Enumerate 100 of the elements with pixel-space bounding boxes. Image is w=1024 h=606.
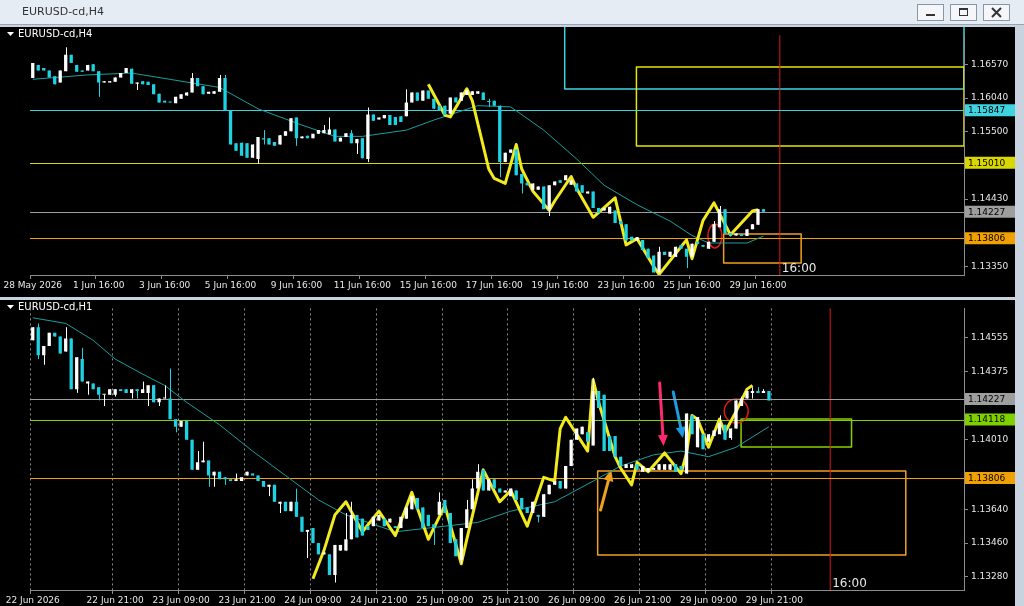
candlestick <box>322 124 326 134</box>
candlestick <box>756 386 760 394</box>
x-tick-label: 22 Jun 21:00 <box>86 594 145 605</box>
candlestick <box>179 93 183 100</box>
candlestick <box>481 469 485 491</box>
annotation: 16:00 <box>832 576 867 590</box>
candlestick <box>393 116 398 126</box>
chart-title: EURUSD-cd,H1 <box>18 301 93 312</box>
y-tick-label: 1.16040 <box>971 92 1009 103</box>
candlestick <box>454 97 458 104</box>
candlestick <box>443 105 447 116</box>
candlestick <box>679 244 683 250</box>
candlestick <box>651 255 656 273</box>
candlestick <box>635 463 639 471</box>
x-tick-label: 1 Jun 16:00 <box>72 279 125 290</box>
candlestick <box>157 93 161 104</box>
y-tick-label: 1.14430 <box>971 193 1009 204</box>
candlestick <box>190 439 194 471</box>
candlestick <box>613 435 617 458</box>
candlestick <box>756 208 760 226</box>
candlestick <box>267 484 271 497</box>
x-tick-label: 25 Jun 21:00 <box>482 594 540 605</box>
candlestick <box>300 516 304 533</box>
annotation: 16:00 <box>781 261 817 275</box>
candlestick <box>173 96 178 104</box>
candlestick <box>712 220 716 243</box>
candlestick <box>212 90 216 95</box>
x-tick-label: 22 Jun 2026 <box>5 594 61 605</box>
x-tick-label: 15 Jun 16:00 <box>399 279 458 290</box>
candlestick <box>355 514 359 538</box>
candlestick <box>311 527 315 544</box>
candlestick <box>690 243 694 258</box>
candlestick <box>712 429 716 437</box>
candlestick <box>701 244 705 248</box>
x-tick-label: 28 May 2026 <box>3 279 63 290</box>
y-tick-label: 1.16570 <box>971 59 1009 70</box>
candlestick <box>745 228 749 237</box>
candlestick <box>256 474 260 482</box>
candlestick <box>410 91 414 104</box>
x-tick-label: 23 Jun 21:00 <box>218 594 276 605</box>
candlestick <box>135 388 139 400</box>
x-tick-label: 5 Jun 16:00 <box>204 279 257 290</box>
y-tick-label: 1.13640 <box>971 503 1009 514</box>
candlestick <box>223 476 227 486</box>
candlestick <box>58 70 62 83</box>
candlestick <box>503 152 507 163</box>
chart-title: EURUSD-cd,H4 <box>22 5 104 18</box>
y-tick-label: 1.14555 <box>971 331 1009 342</box>
chart-title: EURUSD-cd,H4 <box>18 28 93 39</box>
candlestick <box>102 393 106 407</box>
candlestick <box>388 114 392 126</box>
x-tick-label: 9 Jun 16:00 <box>270 279 323 290</box>
candlestick <box>234 142 238 152</box>
x-tick-label: 29 Jun 09:00 <box>679 594 738 605</box>
y-tick-label: 1.14375 <box>971 365 1009 376</box>
candlestick <box>745 390 749 400</box>
candlestick <box>278 501 282 514</box>
candlestick <box>135 81 139 91</box>
x-tick-label: 23 Jun 16:00 <box>597 279 655 290</box>
y-tick-label: 1.13280 <box>971 571 1009 582</box>
ref-line-label: 1.14118 <box>968 414 1006 425</box>
candlestick <box>602 394 606 452</box>
candlestick <box>162 100 167 104</box>
candlestick <box>333 544 337 583</box>
candlestick <box>267 137 271 146</box>
x-tick-label: 25 Jun 16:00 <box>663 279 721 290</box>
candlestick <box>245 142 249 159</box>
candlestick <box>426 514 430 527</box>
x-tick-label: 23 Jun 09:00 <box>152 594 210 605</box>
candlestick <box>311 133 315 139</box>
candlestick <box>58 336 62 354</box>
candlestick <box>569 439 573 467</box>
candlestick <box>179 420 183 428</box>
x-tick-label: 11 Jun 16:00 <box>333 279 392 290</box>
candlestick <box>146 81 150 86</box>
candlestick <box>701 433 705 450</box>
candlestick <box>333 128 337 142</box>
candlestick <box>723 424 727 441</box>
ref-line-label: 1.13806 <box>968 472 1006 483</box>
candlestick <box>618 456 623 467</box>
candlestick <box>146 384 150 407</box>
y-tick-label: 1.13460 <box>971 537 1009 548</box>
ref-line-label: 1.14227 <box>968 393 1006 404</box>
candlestick <box>690 414 694 435</box>
candlestick <box>531 501 535 514</box>
candlestick <box>371 516 376 527</box>
candlestick <box>283 501 288 512</box>
candlestick <box>289 501 293 512</box>
candlestick <box>366 525 370 531</box>
candlestick <box>629 236 634 241</box>
x-tick-label: 19 Jun 16:00 <box>531 279 590 290</box>
candlestick <box>399 115 403 123</box>
x-tick-label: 17 Jun 16:00 <box>465 279 524 290</box>
candlestick <box>679 465 683 471</box>
candlestick <box>635 236 639 241</box>
ref-line-label: 1.15847 <box>968 105 1006 116</box>
candlestick <box>668 463 672 471</box>
x-tick-label: 24 Jun 09:00 <box>284 594 342 605</box>
candlestick <box>256 136 260 165</box>
candlestick <box>344 132 348 138</box>
